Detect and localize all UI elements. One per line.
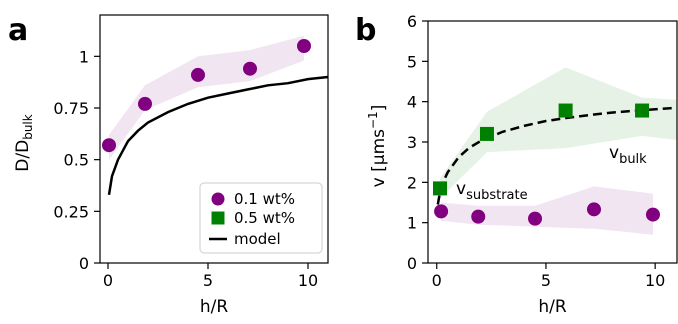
plot-frame xyxy=(99,14,329,264)
data-point xyxy=(479,126,494,141)
data-point xyxy=(587,202,601,217)
panel-b-chart: 0 5 10 0 1 2 3 4 5 6 h/R v [μms−1] vsubstrate vbu… xyxy=(366,12,678,317)
y-tick-label: 6 xyxy=(407,12,417,31)
y-tick-label: 0.75 xyxy=(53,99,89,118)
x-tick-label: 10 xyxy=(645,271,665,290)
x-axis-label: h/R xyxy=(538,297,567,317)
x-axis-label: h/R xyxy=(200,297,229,317)
legend-label-0: 0.1 wt% xyxy=(234,190,295,208)
data-point xyxy=(138,96,152,111)
y-tick-label: 0 xyxy=(407,254,417,273)
annotation-v-substrate: vsubstrate xyxy=(456,179,528,203)
legend-marker-square xyxy=(211,211,225,225)
error-band-1 xyxy=(441,186,653,235)
legend-marker-circle xyxy=(211,192,225,206)
x-tick-label: 5 xyxy=(203,271,213,290)
y-tick-label: 0.25 xyxy=(53,202,89,221)
x-tick-label: 0 xyxy=(432,271,442,290)
panel-a-chart: 0 5 10 0 0.25 0.5 0.75 1 h/R D/Dbulk 0.1 wt% 0.… xyxy=(13,14,329,317)
data-point xyxy=(434,204,449,219)
y-tick-label: 1 xyxy=(407,214,417,233)
data-point xyxy=(558,103,573,118)
panel-label-a: a xyxy=(8,13,28,48)
data-point xyxy=(471,209,486,224)
y-tick-label: 1 xyxy=(79,47,89,66)
panel-label-b: b xyxy=(355,13,376,48)
legend-label-2: model xyxy=(234,230,281,248)
legend: 0.1 wt% 0.5 wt% model xyxy=(199,182,323,254)
y-tick-label: 0.5 xyxy=(64,151,89,170)
legend-label-1: 0.5 wt% xyxy=(234,209,295,227)
data-point xyxy=(243,61,257,76)
x-tick-label: 0 xyxy=(103,271,113,290)
error-band-0 xyxy=(440,67,677,199)
y-tick-label: 2 xyxy=(407,173,417,192)
model-curve xyxy=(436,106,678,205)
legend-box xyxy=(199,182,323,254)
data-point xyxy=(191,67,205,82)
x-tick-label: 5 xyxy=(541,271,551,290)
y-tick-label: 4 xyxy=(407,93,417,112)
y-axis-label: D/Dbulk xyxy=(13,114,35,171)
data-point xyxy=(102,138,116,153)
data-point xyxy=(645,207,660,222)
x-tick-label: 10 xyxy=(298,271,318,290)
annotation-v-bulk: vbulk xyxy=(609,143,647,167)
data-point xyxy=(528,211,543,226)
data-point xyxy=(297,39,311,53)
y-tick-label: 3 xyxy=(407,133,417,152)
y-tick-label: 5 xyxy=(407,52,417,71)
data-point xyxy=(635,103,650,118)
data-point xyxy=(433,181,448,196)
y-tick-label: 0 xyxy=(79,254,89,273)
y-axis-label: v [μms−1] xyxy=(366,105,389,188)
model-curve xyxy=(107,75,329,195)
